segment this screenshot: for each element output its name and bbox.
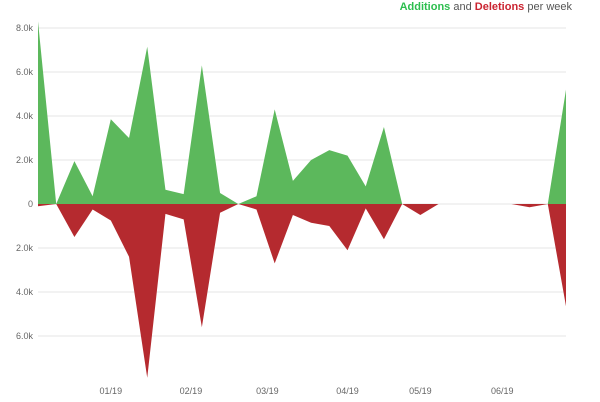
x-axis-ticks: 01/19 02/19 03/19 04/19 05/19 06/19	[100, 386, 514, 396]
legend-and: and	[453, 1, 472, 13]
area-deletions	[38, 204, 566, 378]
y-tick-label-5: 2.0k	[16, 243, 34, 253]
x-tick-label-3: 04/19	[336, 386, 359, 396]
y-tick-label-3: 2.0k	[16, 155, 34, 165]
x-tick-label-2: 03/19	[256, 386, 279, 396]
legend-additions: Additions	[399, 1, 451, 13]
y-tick-label-0: 8.0k	[16, 23, 34, 33]
legend-deletions: Deletions	[474, 1, 525, 13]
x-tick-label-1: 02/19	[180, 386, 203, 396]
x-tick-label-0: 01/19	[100, 386, 123, 396]
x-tick-label-5: 06/19	[491, 386, 514, 396]
y-tick-label-1: 6.0k	[16, 67, 34, 77]
legend-suffix: per week	[527, 1, 572, 13]
area-additions	[38, 21, 566, 205]
y-tick-label-6: 4.0k	[16, 287, 34, 297]
chart-legend: Additions and Deletions per week	[400, 1, 572, 13]
y-tick-label-4: 0	[28, 199, 33, 209]
y-axis-ticks: 8.0k 6.0k 4.0k 2.0k 0 2.0k 4.0k 6.0k	[16, 23, 34, 341]
area-layer	[38, 21, 566, 378]
y-tick-label-2: 4.0k	[16, 111, 34, 121]
x-tick-label-4: 05/19	[409, 386, 432, 396]
y-tick-label-7: 6.0k	[16, 331, 34, 341]
